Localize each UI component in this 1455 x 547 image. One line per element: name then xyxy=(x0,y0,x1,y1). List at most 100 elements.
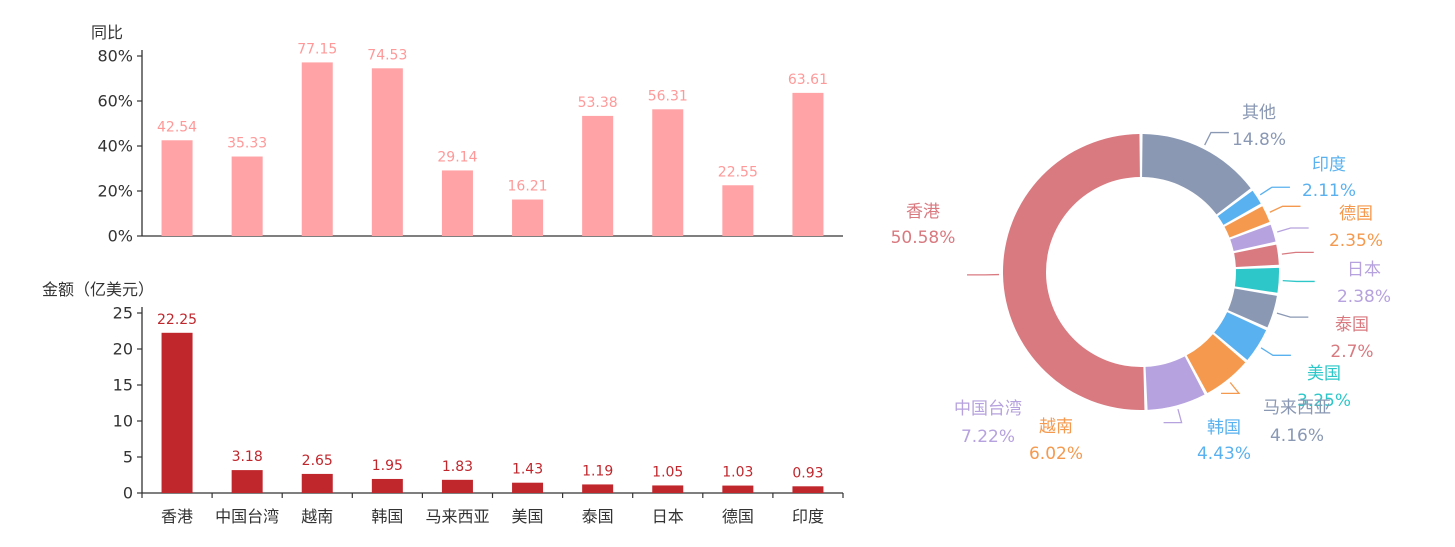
donut-name-label: 美国 xyxy=(1307,364,1341,384)
chart1-data-label: 16.21 xyxy=(508,179,548,195)
chart2-data-label: 22.25 xyxy=(157,312,197,328)
chart1-bar xyxy=(231,156,263,236)
donut-percent-label: 2.38% xyxy=(1337,287,1391,307)
donut-slice xyxy=(1142,134,1251,215)
chart2-ytick-label: 20 xyxy=(113,340,133,359)
chart2-bar xyxy=(441,479,473,493)
chart2-xtick-label: 香港 xyxy=(161,507,193,526)
donut-percent-label: 3.25% xyxy=(1297,391,1351,411)
donut-percent-label: 7.22% xyxy=(961,427,1015,447)
chart1-bar xyxy=(441,170,473,236)
chart2-xtick-label: 马来西亚 xyxy=(425,507,489,526)
chart1-bar xyxy=(371,68,403,237)
donut-percent-label: 14.8% xyxy=(1232,130,1286,150)
donut-leader-line xyxy=(1220,382,1241,395)
chart1-ytick-label: 40% xyxy=(97,137,133,156)
chart1-bar xyxy=(792,92,824,236)
donut-leader-line xyxy=(1259,186,1290,196)
chart2-data-label: 1.05 xyxy=(652,464,683,480)
donut-name-label: 越南 xyxy=(1039,417,1073,437)
chart1-data-label: 29.14 xyxy=(437,149,477,165)
donut-leader-line xyxy=(1282,279,1315,283)
chart2-ytick-label: 25 xyxy=(113,304,133,323)
donut-slice xyxy=(1224,206,1270,238)
chart2-xtick-label: 泰国 xyxy=(582,507,614,526)
chart2-bar xyxy=(231,470,263,493)
donut-name-label: 印度 xyxy=(1312,155,1346,175)
chart2-data-label: 3.18 xyxy=(232,449,263,465)
donut-percent-label: 2.7% xyxy=(1330,342,1373,362)
donut-name-label: 韩国 xyxy=(1207,418,1241,438)
chart2-bar xyxy=(582,484,614,493)
chart2-bar xyxy=(301,473,333,493)
donut-percent-label: 4.16% xyxy=(1270,426,1324,446)
donut-percent-label: 50.58% xyxy=(891,228,956,248)
donut-percent-label: 4.43% xyxy=(1197,444,1251,464)
chart1-ytick-label: 60% xyxy=(97,92,133,111)
donut-slice xyxy=(1234,267,1279,293)
chart2-bar xyxy=(792,486,824,493)
chart1-data-label: 22.55 xyxy=(718,164,758,180)
chart1-data-label: 77.15 xyxy=(297,41,337,57)
donut-percent-label: 2.11% xyxy=(1302,181,1356,201)
chart2-xtick-label: 德国 xyxy=(722,507,754,526)
chart2-bar xyxy=(722,485,754,493)
chart1-bar xyxy=(512,199,544,236)
chart2-ytick-label: 0 xyxy=(123,484,133,503)
chart1-ytick-label: 20% xyxy=(97,182,133,201)
chart1-data-label: 42.54 xyxy=(157,119,197,135)
donut-slice xyxy=(1230,224,1276,252)
chart1-data-label: 63.61 xyxy=(788,72,828,88)
chart2-bar xyxy=(371,478,403,493)
chart1-bar xyxy=(652,109,684,236)
chart2-ylabel: 金额（亿美元） xyxy=(42,280,154,299)
chart2-data-label: 0.93 xyxy=(792,465,823,481)
donut-slice xyxy=(1002,134,1145,410)
donut-name-label: 德国 xyxy=(1339,204,1373,224)
donut-name-label: 香港 xyxy=(906,202,940,222)
chart1-bar xyxy=(722,185,754,236)
donut-name-label: 其他 xyxy=(1242,103,1276,123)
donut-leader-line xyxy=(1260,347,1291,356)
donut-name-label: 日本 xyxy=(1347,260,1381,280)
chart2-ytick-label: 5 xyxy=(123,448,133,467)
donut-leader-line xyxy=(1163,408,1183,424)
donut-slice xyxy=(1145,356,1205,410)
chart1-data-label: 56.31 xyxy=(648,88,688,104)
donut-slice xyxy=(1214,312,1267,360)
chart1-ytick-label: 0% xyxy=(108,227,133,246)
donut-slice xyxy=(1228,288,1277,328)
donut-leader-line xyxy=(1269,205,1301,213)
donut-leader-line xyxy=(1281,251,1314,255)
chart2-data-label: 1.95 xyxy=(372,458,403,474)
chart1-ylabel: 同比 xyxy=(91,23,123,42)
donut-percent-label: 6.02% xyxy=(1029,444,1083,464)
chart2-ytick-label: 10 xyxy=(113,412,133,431)
chart2-xtick-label: 越南 xyxy=(301,507,333,526)
chart2-xtick-label: 印度 xyxy=(792,507,824,526)
chart2-xtick-label: 中国台湾 xyxy=(215,507,279,526)
donut-leader-line xyxy=(1204,131,1229,146)
chart1-bar xyxy=(161,140,193,236)
donut-leader-line xyxy=(1277,227,1309,233)
chart2-data-label: 1.03 xyxy=(722,465,753,481)
chart2-data-label: 1.83 xyxy=(442,459,473,475)
donut-name-label: 中国台湾 xyxy=(954,399,1022,419)
chart1-ytick-label: 80% xyxy=(97,47,133,66)
chart2-xtick-label: 美国 xyxy=(512,507,544,526)
chart2-data-label: 2.65 xyxy=(302,453,333,469)
chart1-data-label: 74.53 xyxy=(367,47,407,63)
donut-name-label: 马来西亚 xyxy=(1263,398,1331,418)
donut-leader-line xyxy=(1276,312,1309,318)
chart2-data-label: 1.19 xyxy=(582,463,613,479)
donut-slice xyxy=(1234,244,1279,267)
chart1-bar xyxy=(301,62,333,236)
chart1-data-label: 53.38 xyxy=(578,95,618,111)
chart2-xtick-label: 日本 xyxy=(652,507,684,526)
chart2-bar xyxy=(512,482,544,493)
chart2-bar xyxy=(161,332,193,493)
chart2-xtick-label: 韩国 xyxy=(371,507,403,526)
chart2-bar xyxy=(652,485,684,493)
